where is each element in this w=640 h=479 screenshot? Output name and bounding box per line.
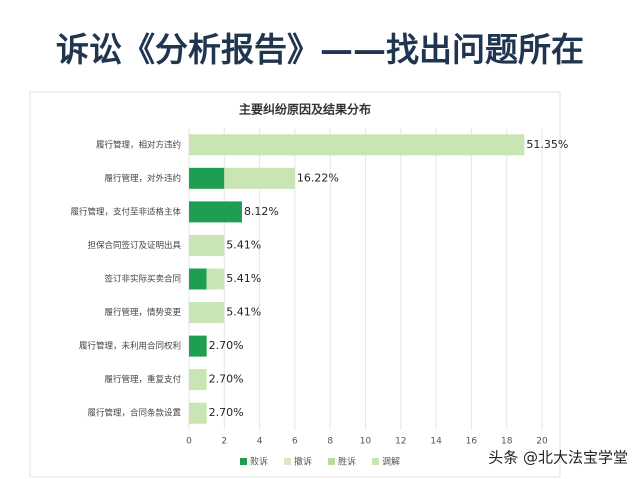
legend-label: 调解	[382, 456, 400, 468]
bar-segment	[224, 167, 295, 189]
x-tick-label: 4	[257, 437, 263, 447]
legend-swatch	[328, 458, 335, 465]
watermark: 头条 @北大法宝学堂	[488, 449, 628, 467]
y-tick-label: 签订非实际买卖合同	[104, 274, 181, 285]
value-label: 2.70%	[209, 406, 244, 419]
x-tick-label: 20	[536, 437, 548, 447]
y-tick-label: 担保合同签订及证明出具	[87, 240, 181, 251]
bar-segment	[189, 402, 207, 424]
x-tick-label: 0	[186, 437, 192, 447]
y-tick-label: 履行管理，合同条款设置	[87, 408, 181, 419]
value-label: 51.35%	[526, 138, 568, 151]
y-tick-label: 履行管理，情势变更	[104, 307, 181, 318]
legend-label: 撤诉	[294, 456, 312, 468]
bar-segment	[189, 234, 225, 256]
bar-segment	[189, 134, 525, 156]
value-label: 8.12%	[244, 205, 279, 218]
y-tick-label: 履行管理，支付至非适格主体	[70, 206, 181, 217]
bar-segment	[206, 268, 225, 290]
value-label: 2.70%	[209, 373, 244, 386]
bar-segment	[189, 335, 207, 357]
bar-segment	[189, 167, 225, 189]
x-tick-label: 16	[466, 437, 478, 447]
value-label: 2.70%	[209, 339, 244, 352]
y-tick-label: 履行管理，相对方违约	[96, 139, 181, 150]
x-tick-label: 10	[360, 437, 372, 447]
y-tick-label: 履行管理，对外违约	[104, 173, 181, 184]
bar-segment	[189, 268, 207, 290]
legend-swatch	[284, 458, 291, 465]
bar-segment	[189, 302, 225, 324]
legend-label: 败诉	[250, 456, 268, 468]
value-label: 5.41%	[226, 306, 261, 319]
value-label: 5.41%	[226, 238, 261, 251]
x-tick-label: 2	[221, 437, 227, 447]
legend-swatch	[372, 458, 379, 465]
x-tick-label: 8	[327, 437, 333, 447]
x-tick-label: 12	[395, 437, 406, 447]
slide-heading: 诉讼《分析报告》——找出问题所在	[56, 30, 584, 69]
bar-segment	[189, 201, 242, 223]
value-label: 16.22%	[297, 171, 339, 184]
value-label: 5.41%	[226, 272, 261, 285]
x-tick-label: 18	[501, 437, 513, 447]
legend-label: 胜诉	[338, 456, 356, 468]
x-tick-label: 14	[430, 437, 442, 447]
legend-swatch	[240, 458, 247, 465]
y-tick-label: 履行管理，未利用合同权利	[79, 341, 181, 352]
bar-segment	[189, 369, 207, 391]
x-tick-label: 6	[292, 437, 298, 447]
chart-title: 主要纠纷原因及结果分布	[239, 102, 371, 117]
y-tick-label: 履行管理，重复支付	[104, 374, 181, 385]
